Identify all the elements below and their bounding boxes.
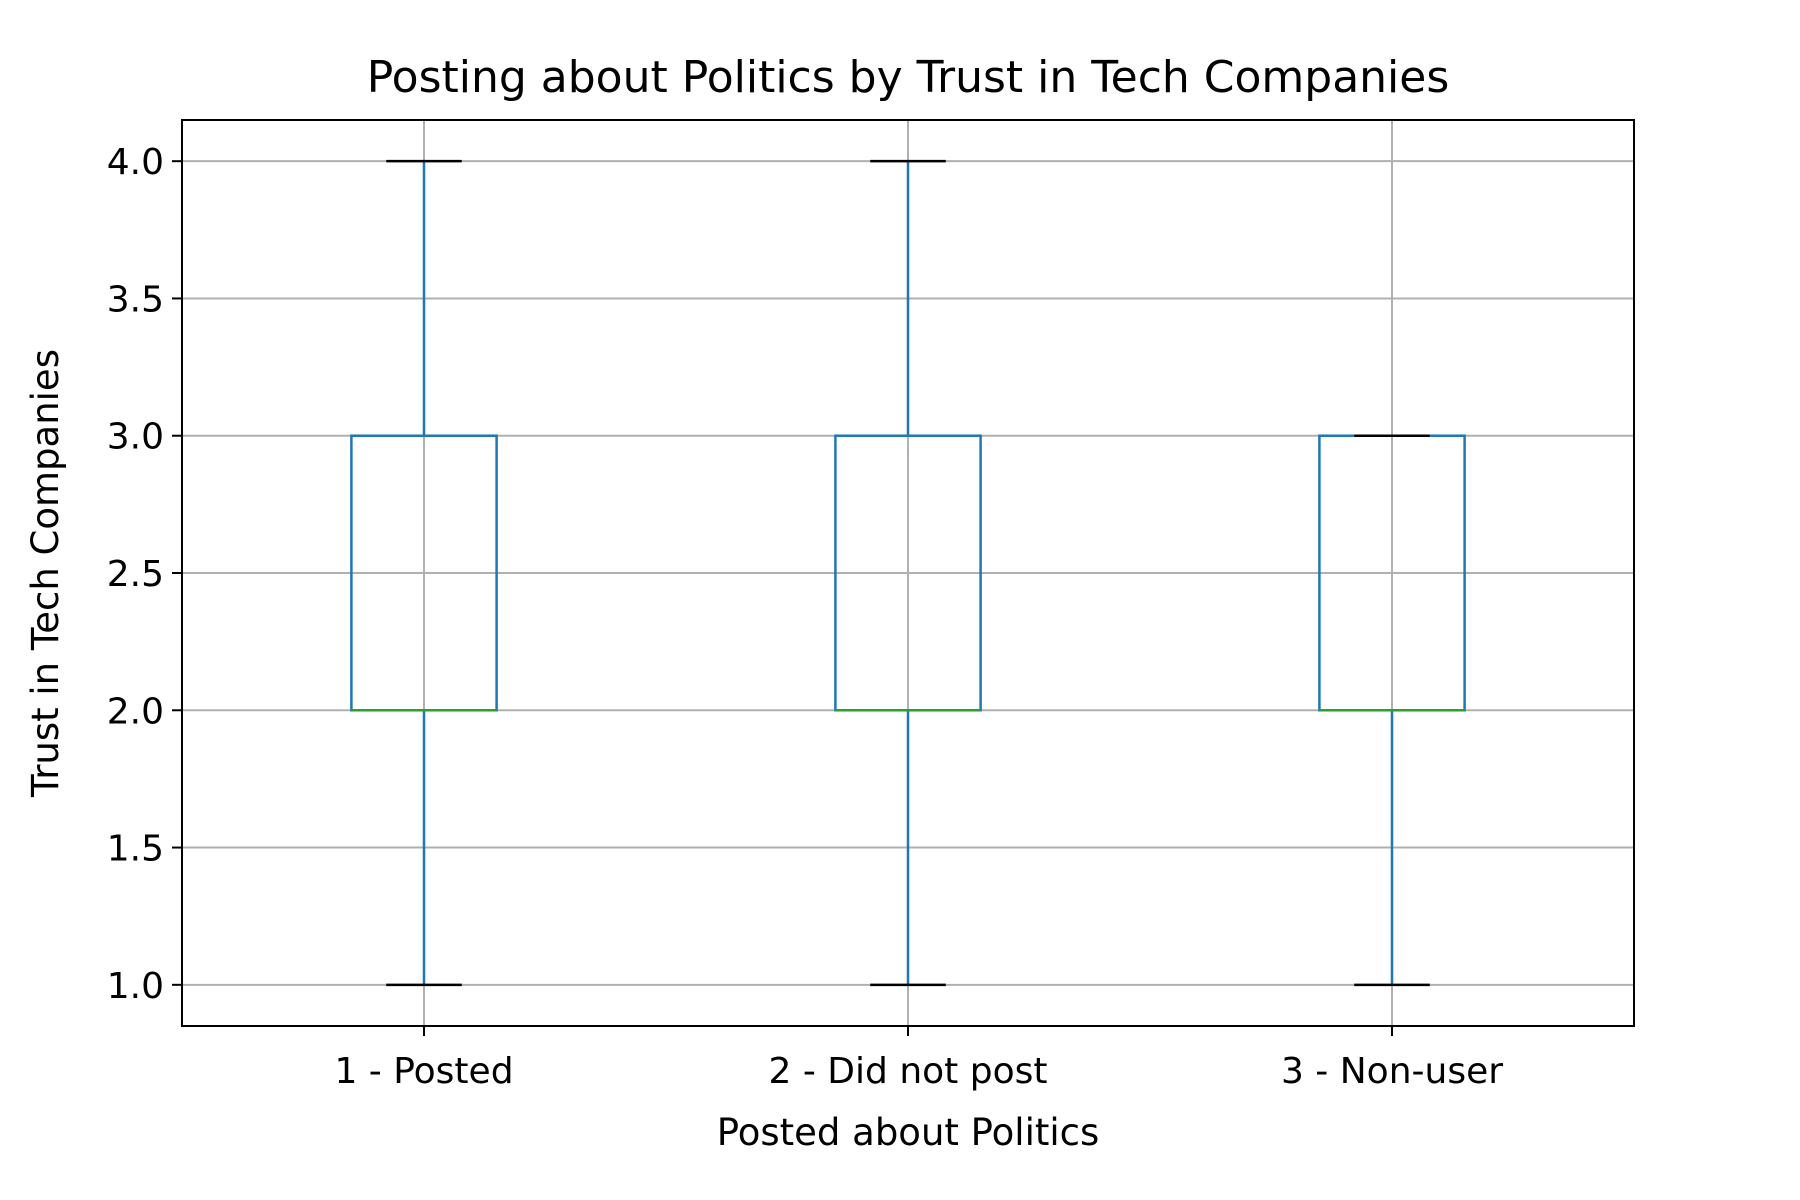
y-tick-label: 2.0 — [107, 691, 164, 732]
box-group — [350, 159, 498, 987]
y-axis-label: Trust in Tech Companies — [24, 349, 67, 798]
y-tick-label: 1.0 — [107, 966, 164, 1007]
x-axis-label: Posted about Politics — [717, 1111, 1100, 1154]
y-tick-label: 3.0 — [107, 417, 164, 458]
box-group — [1318, 434, 1466, 987]
x-tick-label: 2 - Did not post — [769, 1051, 1048, 1092]
y-tick-label: 4.0 — [107, 142, 164, 183]
y-tick-label: 1.5 — [107, 829, 164, 870]
y-tick-label: 2.5 — [107, 554, 164, 595]
x-tick-label: 3 - Non-user — [1281, 1051, 1503, 1092]
y-tick-label: 3.5 — [107, 279, 164, 320]
tick-layer: 1.0 1.5 2.0 2.5 3.0 3.5 4.0 1 - Posted 2 - Did n… — [107, 142, 1503, 1092]
box-layer — [350, 159, 1466, 987]
chart-title: Posting about Politics by Trust in Tech … — [367, 52, 1450, 103]
box-group — [834, 159, 982, 987]
x-tick-label: 1 - Posted — [334, 1051, 513, 1092]
